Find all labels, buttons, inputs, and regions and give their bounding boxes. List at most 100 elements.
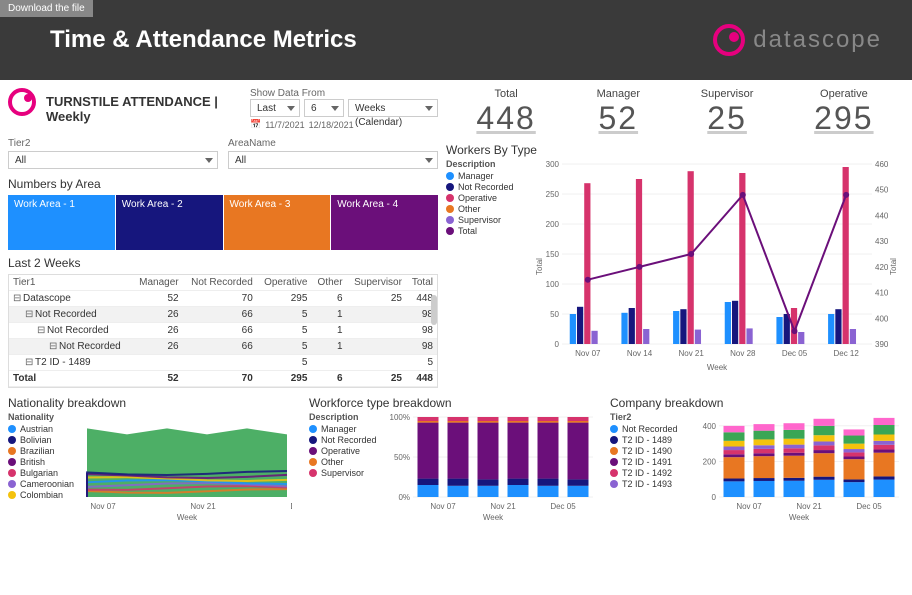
kpi-card: Total448 bbox=[476, 88, 535, 137]
legend-item[interactable]: T2 ID - 1489 bbox=[610, 435, 690, 445]
table-row[interactable]: ⊟Not Recorded26665198 bbox=[9, 339, 437, 355]
workers-chart-title: Workers By Type bbox=[446, 143, 904, 157]
area-tile[interactable]: Work Area - 1 bbox=[8, 195, 115, 250]
kpi-row: Total448 Manager52 Supervisor25 Operative29… bbox=[446, 88, 904, 137]
legend-item[interactable]: T2 ID - 1491 bbox=[610, 457, 690, 467]
workers-chart[interactable]: 0501001502002503003904004104204304404504… bbox=[532, 159, 902, 374]
table-row[interactable]: ⊟Datascope5270295625448 bbox=[9, 291, 437, 307]
legend-item[interactable]: Manager bbox=[309, 424, 384, 434]
svg-text:Nov 21: Nov 21 bbox=[190, 502, 216, 511]
svg-text:Nov 07: Nov 07 bbox=[575, 349, 601, 358]
svg-text:50: 50 bbox=[550, 310, 559, 319]
legend-item[interactable]: Supervisor bbox=[309, 468, 384, 478]
svg-text:Nov 21: Nov 21 bbox=[678, 349, 704, 358]
svg-text:400: 400 bbox=[875, 314, 889, 323]
section-title: TURNSTILE ATTENDANCE | Weekly bbox=[46, 94, 240, 124]
legend-item[interactable]: Total bbox=[446, 226, 526, 236]
svg-text:50%: 50% bbox=[394, 453, 410, 462]
last2weeks-table[interactable]: Tier1ManagerNot RecordedOperativeOtherSu… bbox=[8, 274, 438, 388]
download-button[interactable]: Download the file bbox=[0, 0, 93, 17]
svg-text:Total: Total bbox=[889, 258, 898, 275]
legend-item[interactable]: Supervisor bbox=[446, 215, 526, 225]
table-row[interactable]: ⊟Not Recorded26665198 bbox=[9, 307, 437, 323]
svg-text:460: 460 bbox=[875, 160, 889, 169]
show-data-label: Show Data From bbox=[250, 88, 438, 99]
workforce-legend: Description ManagerNot RecordedOperative… bbox=[309, 412, 384, 522]
svg-text:100%: 100% bbox=[390, 413, 410, 422]
legend-item[interactable]: Manager bbox=[446, 171, 526, 181]
select-last[interactable]: Last bbox=[250, 99, 300, 117]
legend-item[interactable]: Not Recorded bbox=[446, 182, 526, 192]
company-legend: Tier2 Not RecordedT2 ID - 1489T2 ID - 14… bbox=[610, 412, 690, 522]
legend-item[interactable]: Operative bbox=[309, 446, 384, 456]
date-range: 📅 11/7/2021 12/18/2021 bbox=[250, 119, 438, 130]
svg-text:0: 0 bbox=[712, 493, 717, 502]
nationality-chart[interactable]: Nov 07Nov 21Dec 05Week bbox=[82, 412, 292, 522]
legend-item[interactable]: Other bbox=[446, 204, 526, 214]
svg-text:0: 0 bbox=[555, 340, 560, 349]
area-label: AreaName bbox=[228, 138, 438, 149]
svg-text:250: 250 bbox=[546, 190, 560, 199]
kpi-card: Manager52 bbox=[597, 88, 640, 137]
kpi-card: Supervisor25 bbox=[701, 88, 754, 137]
select-count[interactable]: 6 bbox=[304, 99, 344, 117]
scrollbar-thumb[interactable] bbox=[431, 295, 437, 325]
legend-item[interactable]: Cameroonian bbox=[8, 479, 78, 489]
svg-text:Nov 07: Nov 07 bbox=[736, 502, 762, 511]
svg-text:300: 300 bbox=[546, 160, 560, 169]
svg-text:Dec 05: Dec 05 bbox=[550, 502, 576, 511]
svg-text:430: 430 bbox=[875, 237, 889, 246]
svg-text:Nov 07: Nov 07 bbox=[90, 502, 116, 511]
select-unit[interactable]: Weeks (Calendar) bbox=[348, 99, 438, 117]
table-row[interactable]: ⊟Not Recorded26665198 bbox=[9, 323, 437, 339]
legend-item[interactable]: British bbox=[8, 457, 78, 467]
page-title: Time & Attendance Metrics bbox=[50, 26, 357, 54]
legend-item[interactable]: Austrian bbox=[8, 424, 78, 434]
svg-text:Nov 21: Nov 21 bbox=[490, 502, 516, 511]
legend-item[interactable]: T2 ID - 1490 bbox=[610, 446, 690, 456]
legend-item[interactable]: Other bbox=[309, 457, 384, 467]
svg-text:100: 100 bbox=[546, 280, 560, 289]
brand-logo: datascope bbox=[713, 24, 882, 56]
legend-item[interactable]: Not Recorded bbox=[610, 424, 690, 434]
tier2-label: Tier2 bbox=[8, 138, 218, 149]
kpi-card: Operative295 bbox=[814, 88, 873, 137]
svg-text:Total: Total bbox=[535, 258, 544, 275]
legend-item[interactable]: Operative bbox=[446, 193, 526, 203]
svg-text:0%: 0% bbox=[398, 493, 410, 502]
workforce-title: Workforce type breakdown bbox=[309, 396, 602, 410]
svg-text:Nov 07: Nov 07 bbox=[430, 502, 456, 511]
section-icon bbox=[8, 88, 36, 116]
areas-title: Numbers by Area bbox=[8, 177, 438, 191]
area-tile[interactable]: Work Area - 2 bbox=[116, 195, 223, 250]
nationality-title: Nationality breakdown bbox=[8, 396, 301, 410]
area-tile[interactable]: Work Area - 4 bbox=[331, 195, 438, 250]
svg-text:Week: Week bbox=[483, 513, 504, 522]
workforce-chart[interactable]: 0% 50% 100% Nov 07 Nov 21 Dec 05 Week bbox=[388, 412, 598, 522]
table-row[interactable]: ⊟T2 ID - 148955 bbox=[9, 355, 437, 371]
table-title: Last 2 Weeks bbox=[8, 256, 438, 270]
legend-item[interactable]: Bolivian bbox=[8, 435, 78, 445]
svg-text:Week: Week bbox=[177, 513, 198, 522]
svg-text:Nov 14: Nov 14 bbox=[627, 349, 653, 358]
svg-text:450: 450 bbox=[875, 186, 889, 195]
legend-item[interactable]: Colombian bbox=[8, 490, 78, 500]
svg-text:Week: Week bbox=[707, 363, 728, 372]
area-tile[interactable]: Work Area - 3 bbox=[224, 195, 331, 250]
header: Time & Attendance Metrics datascope bbox=[0, 0, 912, 80]
workers-legend: Description ManagerNot RecordedOperative… bbox=[446, 159, 526, 374]
legend-item[interactable]: T2 ID - 1493 bbox=[610, 479, 690, 489]
svg-text:Dec 05: Dec 05 bbox=[782, 349, 808, 358]
svg-text:440: 440 bbox=[875, 211, 889, 220]
legend-item[interactable]: Bulgarian bbox=[8, 468, 78, 478]
legend-item[interactable]: T2 ID - 1492 bbox=[610, 468, 690, 478]
nationality-legend: Nationality AustrianBolivianBrazilianBri… bbox=[8, 412, 78, 522]
area-select[interactable]: All bbox=[228, 151, 438, 169]
svg-text:Week: Week bbox=[789, 513, 810, 522]
company-title: Company breakdown bbox=[610, 396, 904, 410]
legend-item[interactable]: Brazilian bbox=[8, 446, 78, 456]
legend-item[interactable]: Not Recorded bbox=[309, 435, 384, 445]
svg-text:200: 200 bbox=[703, 457, 717, 466]
tier2-select[interactable]: All bbox=[8, 151, 218, 169]
company-chart[interactable]: 0200400Nov 07Nov 21Dec 05Week bbox=[694, 412, 904, 522]
